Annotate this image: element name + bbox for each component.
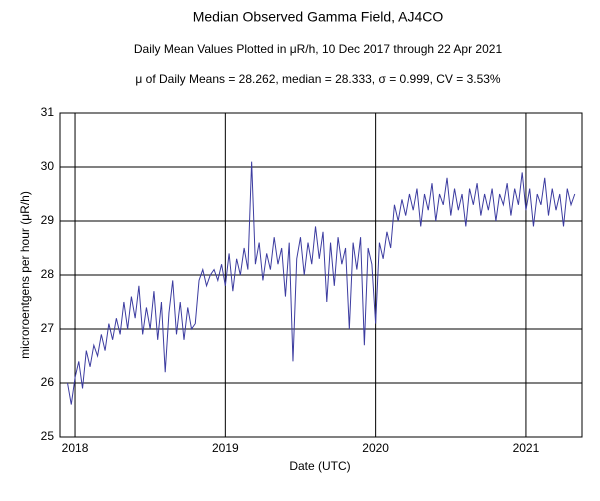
y-tick-label: 26 <box>41 375 55 389</box>
x-tick-label: 2021 <box>513 441 540 455</box>
y-tick-label: 30 <box>41 159 55 173</box>
y-tick-label: 29 <box>41 213 55 227</box>
y-tick-label: 31 <box>41 105 55 119</box>
plot-frame <box>59 112 583 438</box>
x-axis-label: Date (UTC) <box>289 459 350 473</box>
chart-subtitle: Daily Mean Values Plotted in μR/h, 10 De… <box>134 42 503 56</box>
x-tick-label: 2020 <box>362 441 389 455</box>
y-tick-label: 27 <box>41 321 55 335</box>
x-tick-label: 2018 <box>62 441 89 455</box>
data-line <box>67 161 576 405</box>
stats-annotation: μ of Daily Means = 28.262, median = 28.3… <box>135 72 501 86</box>
y-axis-label: microroentgens per hour (μR/h) <box>18 191 32 359</box>
y-tick-label: 28 <box>41 267 55 281</box>
chart-title: Median Observed Gamma Field, AJ4CO <box>193 9 444 25</box>
y-tick-label: 25 <box>41 429 55 443</box>
x-tick-label: 2019 <box>212 441 239 455</box>
